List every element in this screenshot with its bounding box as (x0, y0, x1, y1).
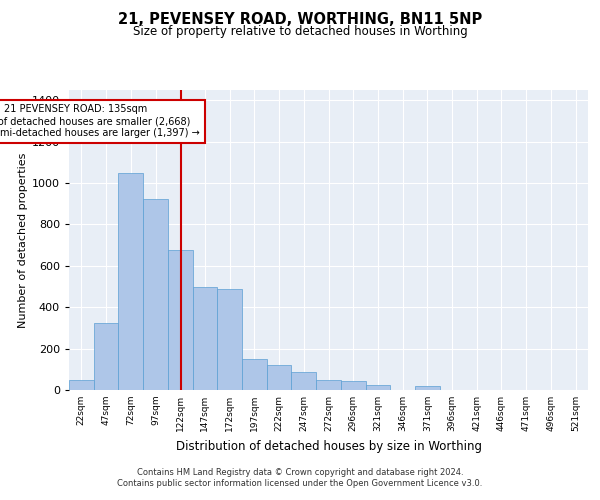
Bar (168, 250, 193, 390)
Bar (69, 380, 94, 390)
Bar (143, 198, 168, 390)
Text: Contains HM Land Registry data © Crown copyright and database right 2024.
Contai: Contains HM Land Registry data © Crown c… (118, 468, 482, 487)
Bar (341, 380, 365, 390)
Y-axis label: Number of detached properties: Number of detached properties (17, 152, 28, 328)
Text: Size of property relative to detached houses in Worthing: Size of property relative to detached ho… (133, 25, 467, 38)
Bar (267, 365, 292, 390)
Text: 21 PEVENSEY ROAD: 135sqm
← 65% of detached houses are smaller (2,668)
34% of sem: 21 PEVENSEY ROAD: 135sqm ← 65% of detach… (0, 104, 200, 138)
Bar (217, 288, 242, 390)
Bar (242, 360, 267, 390)
Bar (118, 173, 143, 390)
Bar (316, 380, 341, 390)
X-axis label: Distribution of detached houses by size in Worthing: Distribution of detached houses by size … (176, 440, 482, 452)
Bar (365, 386, 390, 390)
Bar (415, 386, 440, 390)
Bar (193, 286, 217, 390)
Bar (94, 323, 118, 390)
Text: 21, PEVENSEY ROAD, WORTHING, BN11 5NP: 21, PEVENSEY ROAD, WORTHING, BN11 5NP (118, 12, 482, 28)
Bar (292, 372, 316, 390)
